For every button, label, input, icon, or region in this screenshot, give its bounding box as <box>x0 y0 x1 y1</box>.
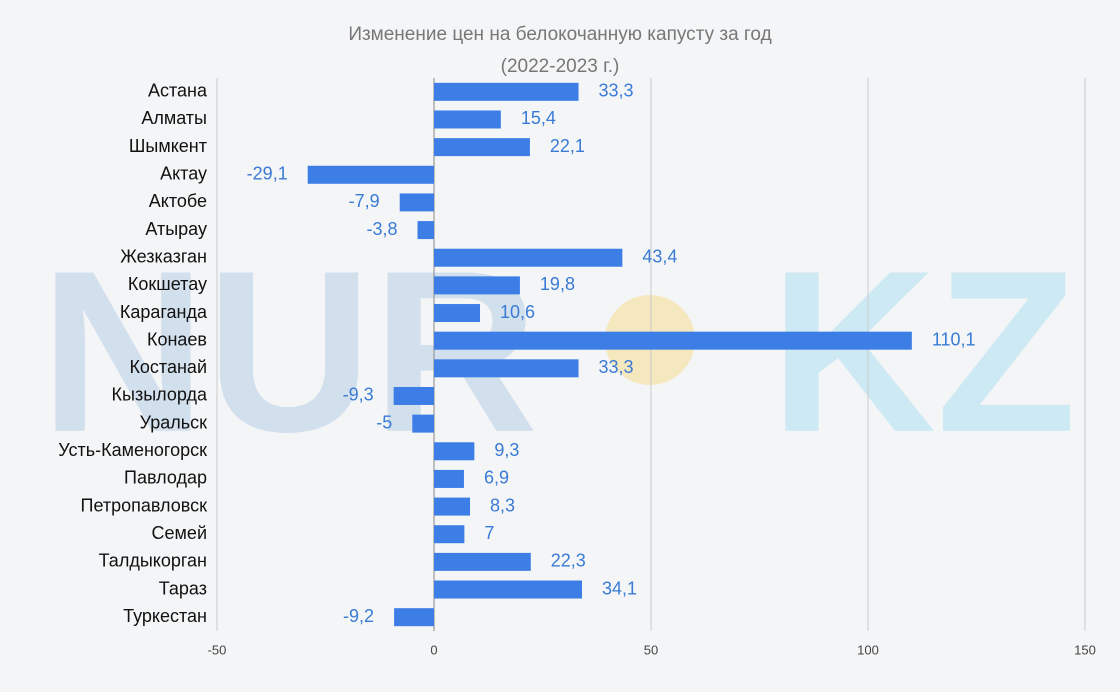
y-tick-label: Шымкент <box>129 136 207 156</box>
y-tick-label: Туркестан <box>123 606 207 626</box>
y-tick-label: Тараз <box>159 578 207 598</box>
y-tick-label: Павлодар <box>124 468 207 488</box>
bar <box>434 442 475 461</box>
value-label: 6,9 <box>484 468 509 488</box>
value-label: 7 <box>484 523 494 543</box>
y-tick-label: Кокшетау <box>128 274 207 294</box>
value-label: 8,3 <box>490 495 515 515</box>
y-tick-label: Караганда <box>120 302 208 322</box>
x-tick-label: 150 <box>1074 642 1096 657</box>
value-label: 10,6 <box>500 302 535 322</box>
y-tick-label: Усть-Каменогорск <box>58 440 207 460</box>
y-tick-label: Конаев <box>147 329 207 349</box>
y-tick-label: Астана <box>148 81 208 101</box>
value-label: 33,3 <box>599 357 634 377</box>
chart-subtitle: (2022-2023 г.) <box>501 56 620 77</box>
bar <box>399 193 434 212</box>
x-tick-label: 50 <box>644 642 658 657</box>
bar <box>434 580 582 599</box>
value-label: -5 <box>376 412 392 432</box>
y-tick-label: Кызылорда <box>112 385 208 405</box>
bar <box>434 276 520 295</box>
bar <box>434 469 464 488</box>
value-label: -9,2 <box>343 606 374 626</box>
watermark: KZ <box>770 223 1077 480</box>
y-tick-label: Костанай <box>129 357 207 377</box>
chart-title: Изменение цен на белокочанную капусту за… <box>348 24 771 45</box>
value-label: 110,1 <box>932 329 976 349</box>
value-label: 15,4 <box>521 108 556 128</box>
bar <box>394 608 434 627</box>
value-label: 19,8 <box>540 274 575 294</box>
bar <box>417 221 434 240</box>
y-tick-label: Петропавловск <box>81 495 208 515</box>
bar <box>434 331 912 350</box>
value-label: 43,4 <box>642 246 677 266</box>
bar <box>434 304 481 323</box>
bar <box>393 386 434 405</box>
y-tick-label: Семей <box>152 523 207 543</box>
value-label: 33,3 <box>599 81 634 101</box>
bar <box>434 359 579 378</box>
y-tick-label: Актобе <box>149 191 207 211</box>
x-tick-label: -50 <box>208 642 227 657</box>
value-label: -3,8 <box>366 219 397 239</box>
value-label: -29,1 <box>247 164 288 184</box>
bar <box>307 165 434 184</box>
y-tick-label: Атырау <box>145 219 207 239</box>
y-tick-label: Актау <box>160 164 207 184</box>
value-label: 34,1 <box>602 578 637 598</box>
bar <box>434 82 579 101</box>
value-label: 9,3 <box>494 440 519 460</box>
bar <box>434 525 465 544</box>
bar <box>434 497 471 516</box>
value-label: 22,1 <box>550 136 585 156</box>
bar <box>434 248 623 267</box>
x-tick-label: 100 <box>857 642 879 657</box>
value-label: -9,3 <box>343 385 374 405</box>
bar <box>412 414 434 433</box>
y-tick-label: Талдыкорган <box>99 551 207 571</box>
bar <box>434 552 531 571</box>
x-tick-label: 0 <box>430 642 437 657</box>
value-label: 22,3 <box>551 551 586 571</box>
y-tick-label: Алматы <box>141 108 207 128</box>
bar <box>434 138 530 157</box>
y-tick-label: Уральск <box>140 412 208 432</box>
y-tick-label: Жезказган <box>120 246 207 266</box>
value-label: -7,9 <box>349 191 380 211</box>
bar <box>434 110 501 129</box>
